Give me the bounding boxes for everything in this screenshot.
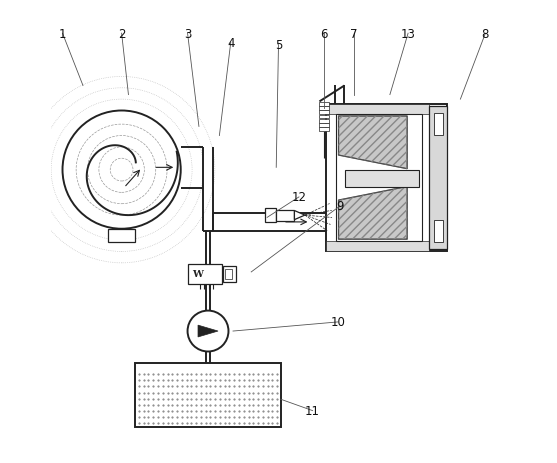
Bar: [319, 124, 329, 127]
Polygon shape: [295, 211, 305, 220]
Text: W: W: [192, 269, 203, 278]
Text: 11: 11: [305, 404, 320, 417]
Bar: [108, 229, 135, 243]
Polygon shape: [198, 325, 218, 337]
Bar: [326, 242, 428, 252]
Bar: [188, 265, 222, 285]
Bar: [326, 105, 447, 252]
Text: 6: 6: [320, 28, 328, 41]
Text: 2: 2: [118, 28, 125, 41]
Text: 3: 3: [184, 28, 191, 41]
Text: 4: 4: [227, 37, 234, 50]
Polygon shape: [339, 117, 407, 169]
Bar: [319, 119, 329, 123]
Circle shape: [62, 111, 180, 229]
Text: 13: 13: [400, 28, 416, 41]
Bar: [319, 107, 329, 111]
Bar: [319, 103, 329, 106]
Bar: [135, 363, 281, 426]
Text: 5: 5: [275, 39, 282, 52]
Bar: [319, 128, 329, 131]
Text: 10: 10: [330, 316, 345, 329]
Text: 9: 9: [336, 200, 344, 213]
Bar: [326, 105, 428, 114]
Text: 7: 7: [350, 28, 357, 41]
Bar: [265, 209, 276, 222]
Bar: [276, 210, 295, 221]
Bar: [345, 170, 419, 188]
Bar: [319, 115, 329, 119]
Bar: [225, 269, 232, 279]
Polygon shape: [339, 187, 407, 240]
Bar: [434, 221, 443, 243]
Text: 8: 8: [482, 28, 489, 41]
Bar: [336, 114, 422, 242]
Bar: [434, 113, 443, 136]
Bar: [223, 266, 236, 283]
Text: 1: 1: [58, 28, 66, 41]
Text: 12: 12: [291, 191, 306, 204]
Bar: [319, 111, 329, 115]
Circle shape: [188, 311, 228, 352]
Bar: [428, 106, 447, 250]
